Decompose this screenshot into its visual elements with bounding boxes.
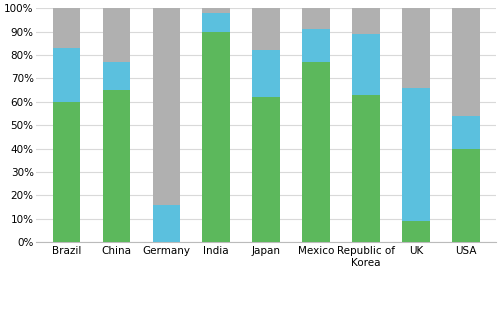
Bar — [252, 50, 280, 97]
Bar — [302, 29, 330, 62]
Bar — [102, 8, 130, 62]
Bar — [202, 13, 230, 32]
Bar — [252, 8, 280, 50]
Bar — [352, 8, 380, 34]
Bar — [352, 95, 380, 242]
Bar — [52, 48, 80, 102]
Bar — [152, 205, 180, 242]
Bar — [302, 62, 330, 242]
Bar — [302, 8, 330, 29]
Bar — [402, 221, 429, 242]
Bar — [452, 116, 479, 149]
Bar — [402, 8, 429, 88]
Bar — [52, 102, 80, 242]
Bar — [202, 32, 230, 242]
Bar — [202, 8, 230, 13]
Bar — [452, 149, 479, 242]
Bar — [102, 90, 130, 242]
Bar — [352, 34, 380, 95]
Bar — [102, 62, 130, 90]
Bar — [152, 8, 180, 205]
Bar — [252, 97, 280, 242]
Bar — [402, 88, 429, 221]
Bar — [452, 8, 479, 116]
Bar — [52, 8, 80, 48]
